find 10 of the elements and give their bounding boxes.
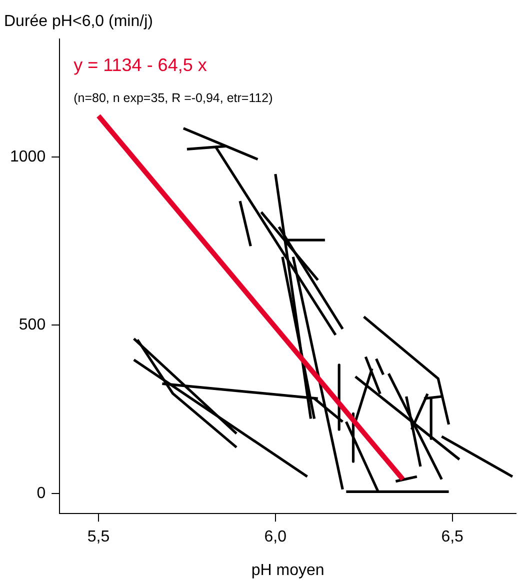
y-tick-label: 0 xyxy=(36,484,46,502)
x-tick-label: 6,0 xyxy=(264,528,287,546)
x-tick-label: 5,5 xyxy=(87,528,110,546)
chart-title: Durée pH<6,0 (min/j) xyxy=(4,13,153,30)
y-tick-label: 500 xyxy=(18,316,46,334)
x-tick-label: 6,5 xyxy=(441,528,464,546)
y-tick-label: 1000 xyxy=(10,148,46,166)
annotation: y = 1134 - 64,5 x xyxy=(74,55,207,76)
x-axis-title: pH moyen xyxy=(251,562,324,579)
annotation: (n=80, n exp=35, R =-0,94, etr=112) xyxy=(74,91,273,106)
